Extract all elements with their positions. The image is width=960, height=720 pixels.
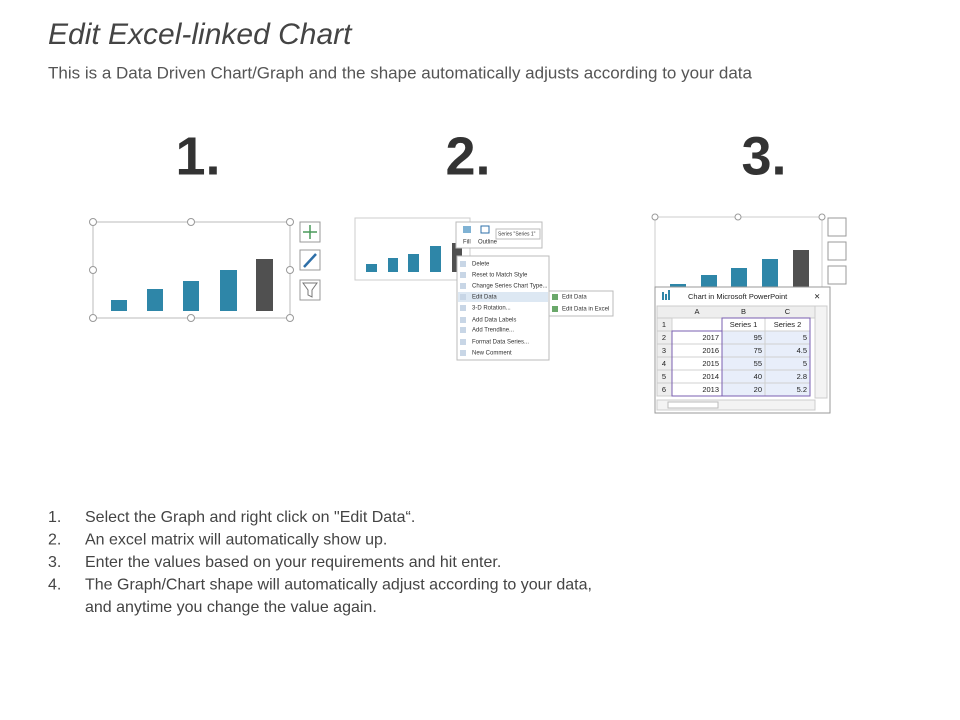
menu-icon (460, 327, 466, 333)
excel-cell-value: 20 (754, 385, 762, 394)
toolbar-series: Series "Series 1" (498, 231, 536, 237)
toolbar-fill: Fill (463, 240, 471, 246)
excel-cell-value: 95 (754, 333, 762, 342)
excel-row-number: 2 (662, 333, 666, 342)
excel-cell-value: 2017 (702, 333, 719, 342)
step-number: 3. (741, 126, 786, 186)
menu-icon (460, 283, 466, 289)
excel-cell-value: 5 (803, 359, 807, 368)
menu-icon (460, 261, 466, 267)
excel-row-number: 5 (662, 372, 666, 381)
excel-row-number: 4 (662, 359, 666, 368)
step-number: 2. (445, 126, 490, 186)
menu-item: Edit Data (472, 295, 497, 301)
title: Edit Excel-linked Chart (48, 18, 353, 51)
excel-cell-value: 2016 (702, 346, 719, 355)
excel-cell-value: 2014 (702, 372, 719, 381)
menu-item: 3-D Rotation... (472, 306, 511, 312)
menu-icon (460, 272, 466, 278)
submenu-icon (552, 306, 558, 312)
excel-cell-value: 4.5 (797, 346, 807, 355)
excel-selection (671, 330, 723, 397)
excel-column-header: B (741, 307, 746, 316)
excel-column-header: A (694, 307, 699, 316)
excel-cell-value: 55 (754, 359, 762, 368)
instruction-text: An excel matrix will automatically show … (85, 532, 387, 549)
excel-cell-value: 5.2 (797, 385, 807, 394)
menu-item: Add Data Labels (472, 318, 516, 324)
menu-item: Delete (472, 262, 490, 268)
panel-1 (89, 218, 321, 322)
submenu-icon (552, 294, 558, 300)
excel-row-number: 6 (662, 385, 666, 394)
menu-item: Change Series Chart Type... (472, 284, 548, 290)
menu-icon (460, 305, 466, 311)
excel-cell-value: 2.8 (797, 372, 807, 381)
instruction-text: Select the Graph and right click on "Edi… (85, 509, 415, 526)
step-number: 1. (175, 126, 220, 186)
excel-title: Chart in Microsoft PowerPoint (688, 292, 788, 301)
toolbar-outline: Outline (478, 240, 498, 246)
instruction-text: and anytime you change the value again. (85, 599, 377, 616)
instruction-number: 1. (48, 509, 61, 526)
menu-item: Format Data Series... (472, 340, 529, 346)
menu-item: Add Trendline... (472, 328, 514, 334)
close-icon: ✕ (814, 292, 820, 301)
excel-row-number: 3 (662, 346, 666, 355)
excel-cell-value: 75 (754, 346, 762, 355)
menu-icon (460, 317, 466, 323)
excel-column-header: C (785, 307, 791, 316)
excel-cell-value: 2013 (702, 385, 719, 394)
excel-series-name: Series 1 (730, 320, 758, 329)
submenu-item: Edit Data in Excel (562, 307, 609, 313)
instruction-text: The Graph/Chart shape will automatically… (85, 577, 592, 594)
panel-2: Fill Outline Series "Series 1" Delete Res… (354, 217, 614, 361)
instruction-number: 2. (48, 532, 61, 549)
instruction-number: 3. (48, 554, 61, 571)
instruction-number: 4. (48, 577, 61, 594)
menu-item: New Comment (472, 351, 512, 357)
submenu-item: Edit Data (562, 295, 587, 301)
excel-cell-value: 5 (803, 333, 807, 342)
instruction-text: Enter the values based on your requireme… (85, 554, 501, 571)
excel-cell-value: 2015 (702, 359, 719, 368)
menu-icon (460, 350, 466, 356)
excel-series-name: Series 2 (774, 320, 802, 329)
excel-cell-value: 40 (754, 372, 762, 381)
excel-row-number: 1 (662, 320, 666, 329)
menu-icon (460, 339, 466, 345)
menu-icon (460, 294, 466, 300)
menu-item: Reset to Match Style (472, 273, 528, 279)
subtitle: This is a Data Driven Chart/Graph and th… (48, 63, 753, 82)
panel-3: Chart in Microsoft PowerPoint ✕ A B C 1 Seri… (651, 213, 847, 414)
excel-cell (671, 317, 723, 332)
